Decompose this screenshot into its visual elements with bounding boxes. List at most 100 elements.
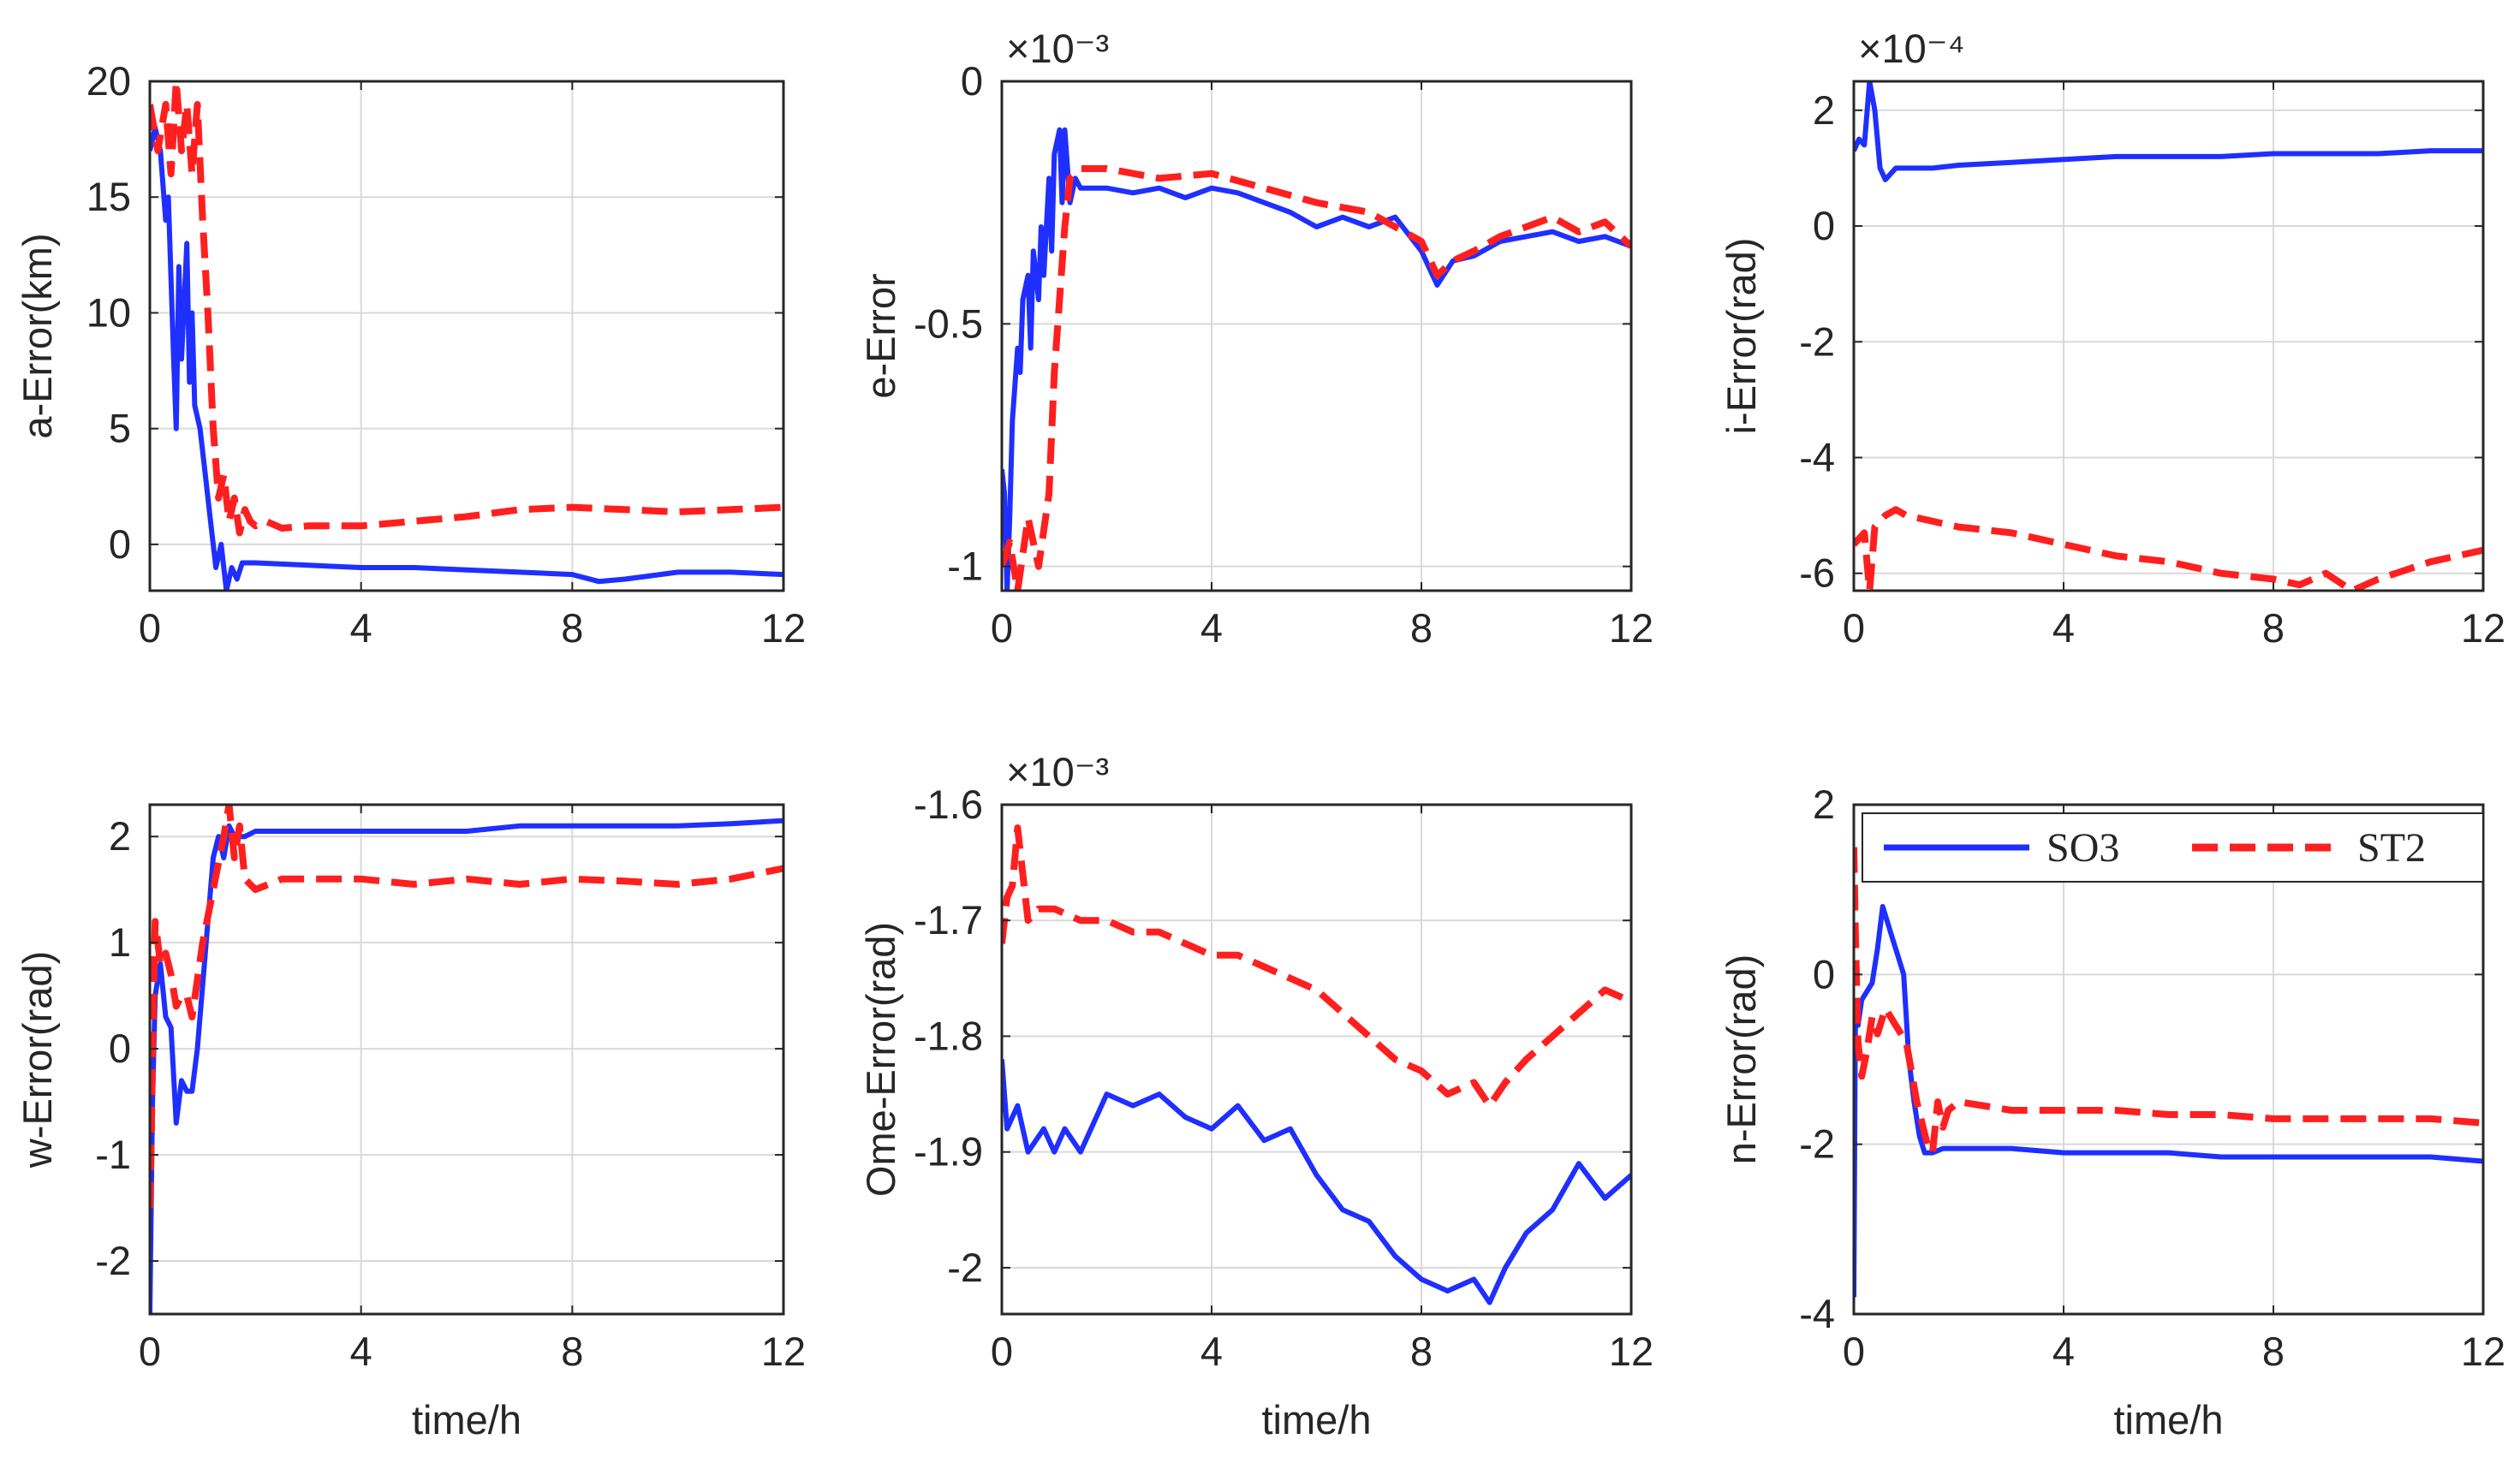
x-tick-label-a: 0 bbox=[139, 605, 161, 651]
series-group-w bbox=[150, 805, 783, 1314]
axes-box-a bbox=[148, 80, 785, 592]
y-tick-label-a: 5 bbox=[109, 406, 131, 451]
panel-Ome: 0 4 8 12 -2 -1.9 -1.8 -1.7 -1.6 ×10⁻³ Ome-Error(ra… bbox=[858, 749, 1653, 1442]
series-so3-a bbox=[150, 125, 783, 591]
x-tick-label-Ome: 4 bbox=[1200, 1329, 1223, 1374]
panel-a: 0 4 8 12 0 5 10 15 20 a-Error(km) bbox=[15, 58, 806, 651]
x-tick-label-n: 4 bbox=[2052, 1329, 2075, 1374]
y-tick-label-w: 1 bbox=[109, 919, 131, 965]
series-so3-n bbox=[1854, 904, 2483, 1298]
series-group-n bbox=[1854, 847, 2483, 1298]
x-tick-label-a: 8 bbox=[561, 605, 583, 651]
y-axis-label-e: e-Error bbox=[858, 273, 903, 398]
y-tick-label-n: 2 bbox=[1813, 782, 1835, 827]
x-tick-label-i: 0 bbox=[1843, 605, 1865, 651]
series-group-Ome bbox=[1002, 824, 1631, 1305]
plot-area-e bbox=[1002, 81, 1631, 591]
x-tick-label-Ome: 0 bbox=[991, 1329, 1013, 1374]
series-group-a bbox=[150, 81, 783, 591]
plot-area-n bbox=[1854, 805, 2483, 1314]
panel-n: 0 4 8 12 -4 -2 0 2 n-Error(rad) time/h SO3 ST2 bbox=[1719, 782, 2505, 1442]
x-tick-label-e: 12 bbox=[1609, 605, 1653, 651]
y-tick-label-Ome: -1.7 bbox=[914, 897, 983, 943]
plot-area-Ome bbox=[1002, 805, 1631, 1314]
y-tick-label-n: -4 bbox=[1799, 1291, 1835, 1336]
y-tick-label-a: 10 bbox=[86, 289, 131, 335]
series-st2-n bbox=[1854, 847, 2483, 1157]
x-tick-label-i: 12 bbox=[2461, 605, 2505, 651]
y-axis-label-a: a-Error(km) bbox=[15, 233, 60, 438]
legend-label-st2: ST2 bbox=[2357, 825, 2426, 871]
y-tick-label-e: -0.5 bbox=[914, 300, 983, 346]
y-tick-label-i: 0 bbox=[1813, 203, 1835, 248]
x-axis-label-Ome: time/h bbox=[1262, 1397, 1372, 1442]
axes-box-i bbox=[1852, 80, 2485, 592]
y-tick-label-w: -1 bbox=[95, 1132, 131, 1177]
y-axis-label-i: i-Error(rad) bbox=[1719, 238, 1764, 435]
x-tick-label-w: 12 bbox=[761, 1329, 806, 1374]
y-tick-label-i: -4 bbox=[1799, 434, 1835, 479]
y-tick-label-Ome: -1.6 bbox=[914, 782, 983, 827]
y-tick-label-a: 20 bbox=[86, 58, 131, 104]
series-group-e bbox=[1002, 127, 1631, 591]
x-tick-label-w: 4 bbox=[350, 1329, 372, 1374]
y-tick-label-a: 15 bbox=[86, 174, 131, 219]
series-group-i bbox=[1854, 81, 2483, 591]
x-tick-label-e: 8 bbox=[1410, 605, 1433, 651]
y-tick-label-e: -1 bbox=[947, 544, 983, 589]
axes-box-w bbox=[148, 803, 785, 1316]
series-so3-e bbox=[1002, 127, 1631, 591]
y-tick-label-i: -6 bbox=[1799, 550, 1835, 596]
x-tick-label-i: 4 bbox=[2052, 605, 2075, 651]
legend-label-so3: SO3 bbox=[2046, 825, 2119, 871]
y-tick-label-w: -2 bbox=[95, 1238, 131, 1283]
legend: SO3 ST2 bbox=[1862, 812, 2484, 883]
y-tick-label-Ome: -2 bbox=[947, 1245, 983, 1290]
x-tick-label-w: 0 bbox=[139, 1329, 161, 1374]
exponent-label-i: ×10⁻⁴ bbox=[1858, 26, 1965, 71]
x-tick-label-e: 4 bbox=[1200, 605, 1223, 651]
y-tick-label-i: 2 bbox=[1813, 87, 1835, 133]
y-tick-label-a: 0 bbox=[109, 521, 131, 567]
exponent-label-Ome: ×10⁻³ bbox=[1006, 749, 1109, 794]
y-axis-label-w: w-Error(rad) bbox=[15, 951, 60, 1169]
panel-e: 0 4 8 12 -1 -0.5 0 ×10⁻³ e-Error bbox=[858, 26, 1653, 651]
axes-box-e bbox=[1000, 80, 1633, 592]
x-tick-label-a: 4 bbox=[350, 605, 372, 651]
x-tick-label-n: 0 bbox=[1843, 1329, 1865, 1374]
panel-i: 0 4 8 12 -6 -4 -2 0 2 ×10⁻⁴ i-Error(rad) bbox=[1719, 26, 2505, 651]
series-st2-e bbox=[1002, 165, 1631, 591]
x-axis-label-w: time/h bbox=[412, 1397, 521, 1442]
axes-box-n bbox=[1852, 803, 2485, 1316]
x-tick-label-a: 12 bbox=[761, 605, 806, 651]
y-axis-label-n: n-Error(rad) bbox=[1719, 954, 1764, 1164]
y-tick-label-w: 2 bbox=[109, 813, 131, 859]
x-tick-label-Ome: 12 bbox=[1609, 1329, 1653, 1374]
plot-area-a bbox=[150, 81, 783, 591]
axes-box-Ome bbox=[1000, 803, 1633, 1316]
x-tick-label-n: 12 bbox=[2461, 1329, 2505, 1374]
series-so3-i bbox=[1854, 81, 2483, 182]
x-tick-label-Ome: 8 bbox=[1410, 1329, 1433, 1374]
x-tick-label-i: 8 bbox=[2262, 605, 2285, 651]
series-st2-Ome bbox=[1002, 824, 1631, 1109]
series-so3-Ome bbox=[1002, 1059, 1631, 1305]
y-axis-label-Ome: Ome-Error(rad) bbox=[858, 922, 903, 1197]
x-tick-label-w: 8 bbox=[561, 1329, 583, 1374]
y-tick-label-e: 0 bbox=[961, 58, 983, 104]
y-tick-label-Ome: -1.8 bbox=[914, 1013, 983, 1058]
y-tick-label-Ome: -1.9 bbox=[914, 1129, 983, 1175]
series-st2-i bbox=[1854, 506, 2483, 591]
y-tick-label-n: 0 bbox=[1813, 951, 1835, 996]
series-st2-a bbox=[150, 81, 783, 537]
x-tick-label-e: 0 bbox=[991, 605, 1013, 651]
y-tick-label-w: 0 bbox=[109, 1026, 131, 1071]
y-tick-label-n: -2 bbox=[1799, 1121, 1835, 1167]
x-axis-label-n: time/h bbox=[2114, 1397, 2224, 1442]
y-tick-label-i: -2 bbox=[1799, 318, 1835, 364]
x-tick-label-n: 8 bbox=[2262, 1329, 2285, 1374]
series-st2-w bbox=[150, 805, 783, 1209]
exponent-label-e: ×10⁻³ bbox=[1006, 26, 1109, 71]
